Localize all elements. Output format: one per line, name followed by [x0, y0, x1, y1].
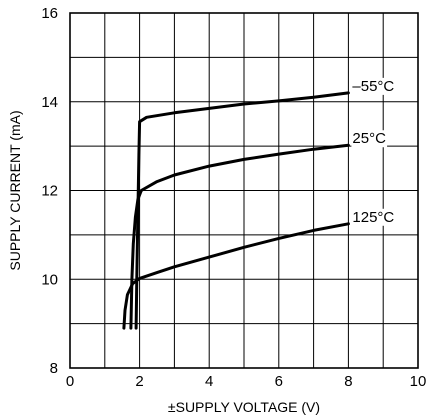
x-axis-label: ±SUPPLY VOLTAGE (V): [168, 399, 320, 415]
x-tick-label: 0: [66, 373, 74, 390]
series-labels: –55°C 25°C 125°C: [351, 77, 396, 226]
x-tick-label: 2: [135, 373, 143, 390]
series-line-1: [134, 91, 350, 330]
x-tick-label: 8: [344, 373, 352, 390]
series-label-2: 25°C: [352, 130, 386, 147]
series-label-1: –55°C: [352, 78, 394, 95]
series-label-3: 125°C: [352, 209, 394, 226]
x-tick-label: 10: [410, 373, 427, 390]
y-tick-label: 12: [41, 183, 58, 200]
series-label-background: [351, 208, 396, 226]
series-label-background: [351, 77, 396, 95]
x-tick-labels: 0 2 4 6 8 10: [66, 373, 427, 390]
y-tick-label: 16: [41, 5, 58, 22]
plot-frame: [69, 12, 419, 369]
curves: [122, 91, 350, 330]
y-tick-label: 8: [50, 360, 58, 377]
series-line-3: [122, 222, 350, 330]
x-tick-label: 4: [205, 373, 213, 390]
y-tick-labels: 8 10 12 14 16: [41, 5, 58, 377]
series-line-2: [129, 143, 350, 330]
x-tick-label: 6: [275, 373, 283, 390]
y-tick-label: 14: [41, 94, 58, 111]
grid: [70, 13, 418, 368]
y-axis-label: SUPPLY CURRENT (mA): [7, 110, 23, 270]
y-tick-label: 10: [41, 271, 58, 288]
series-label-background: [351, 130, 388, 148]
